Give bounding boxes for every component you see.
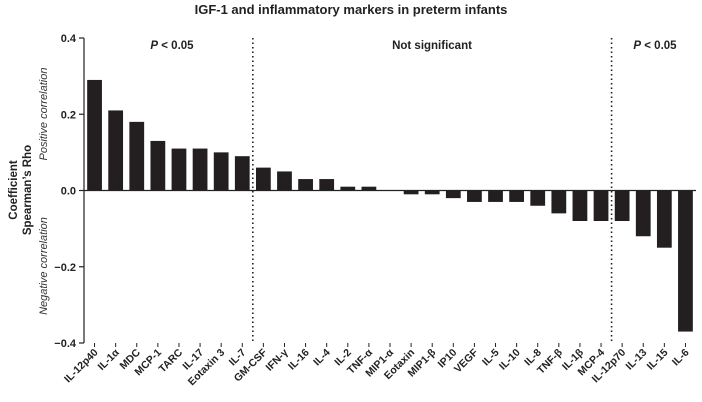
y-tick-label: −0.4 (54, 338, 77, 350)
bar (572, 190, 588, 221)
bar (87, 79, 102, 191)
bar (593, 190, 609, 221)
region-right-p: P (633, 40, 641, 52)
x-tick-label: IL-6 (670, 347, 692, 369)
bar (445, 190, 461, 199)
x-tick-label: IL-4 (311, 347, 333, 369)
region-label-middle: Not significant (392, 40, 472, 52)
region-label-right: P < 0.05 (633, 40, 677, 52)
x-tick-label: TNF-β (535, 346, 565, 376)
bar (551, 190, 567, 214)
x-tick-label: VEGF (452, 346, 481, 375)
bar (509, 190, 525, 202)
bar (129, 121, 145, 191)
bar (234, 156, 250, 191)
region-right-text: < 0.05 (641, 40, 677, 52)
bar (255, 167, 271, 191)
bar (635, 190, 651, 237)
x-tick-label: IL-1α (96, 346, 123, 373)
x-tick-label: TARC (157, 346, 186, 375)
y-tick-label: 0.2 (61, 109, 76, 121)
region-left-text: < 0.05 (158, 40, 194, 52)
y-axis-ticks: 0.4 0.2 0.0 −0.2 −0.4 (54, 33, 84, 350)
bar (467, 190, 482, 202)
bar (340, 186, 356, 191)
bar (361, 186, 377, 191)
bar (403, 190, 419, 195)
x-tick-label: IL-13 (624, 347, 650, 373)
negative-correlation-label: Negative correlation (38, 217, 50, 315)
y-tick-label: −0.2 (54, 262, 76, 274)
chart-title: IGF-1 and inflammatory markers in preter… (195, 2, 508, 17)
positive-correlation-label: Positive correlation (38, 68, 50, 161)
y-axis-title-line1: Coefficient (8, 160, 20, 220)
x-tick-label: IL-16 (286, 347, 312, 373)
x-tick-label: IFN-γ (264, 347, 291, 374)
bar (108, 110, 124, 191)
bar (150, 140, 166, 191)
y-tick-label: 0.4 (61, 33, 77, 45)
significance-separators (252, 38, 613, 343)
x-tick-label: IL-15 (645, 347, 671, 373)
bars (87, 79, 693, 332)
bar (213, 152, 229, 191)
bar (530, 190, 546, 206)
bar (656, 190, 672, 248)
bar (319, 179, 335, 191)
y-axis-title-line2: Spearman’s Rho (22, 145, 34, 235)
y-tick-label: 0.0 (61, 186, 76, 198)
bar (488, 190, 503, 202)
bar (171, 148, 187, 191)
bar (424, 190, 440, 195)
bar (614, 190, 630, 221)
bar (277, 171, 292, 191)
bar (678, 190, 693, 332)
bar (192, 148, 208, 191)
region-left-p: P (150, 40, 158, 52)
bar (298, 179, 313, 191)
x-tick-label: IL-10 (497, 347, 523, 373)
y-axis-title: Coefficient Spearman’s Rho (8, 145, 34, 235)
x-tick-label: IL-12p40 (62, 347, 101, 386)
region-label-left: P < 0.05 (150, 40, 194, 52)
